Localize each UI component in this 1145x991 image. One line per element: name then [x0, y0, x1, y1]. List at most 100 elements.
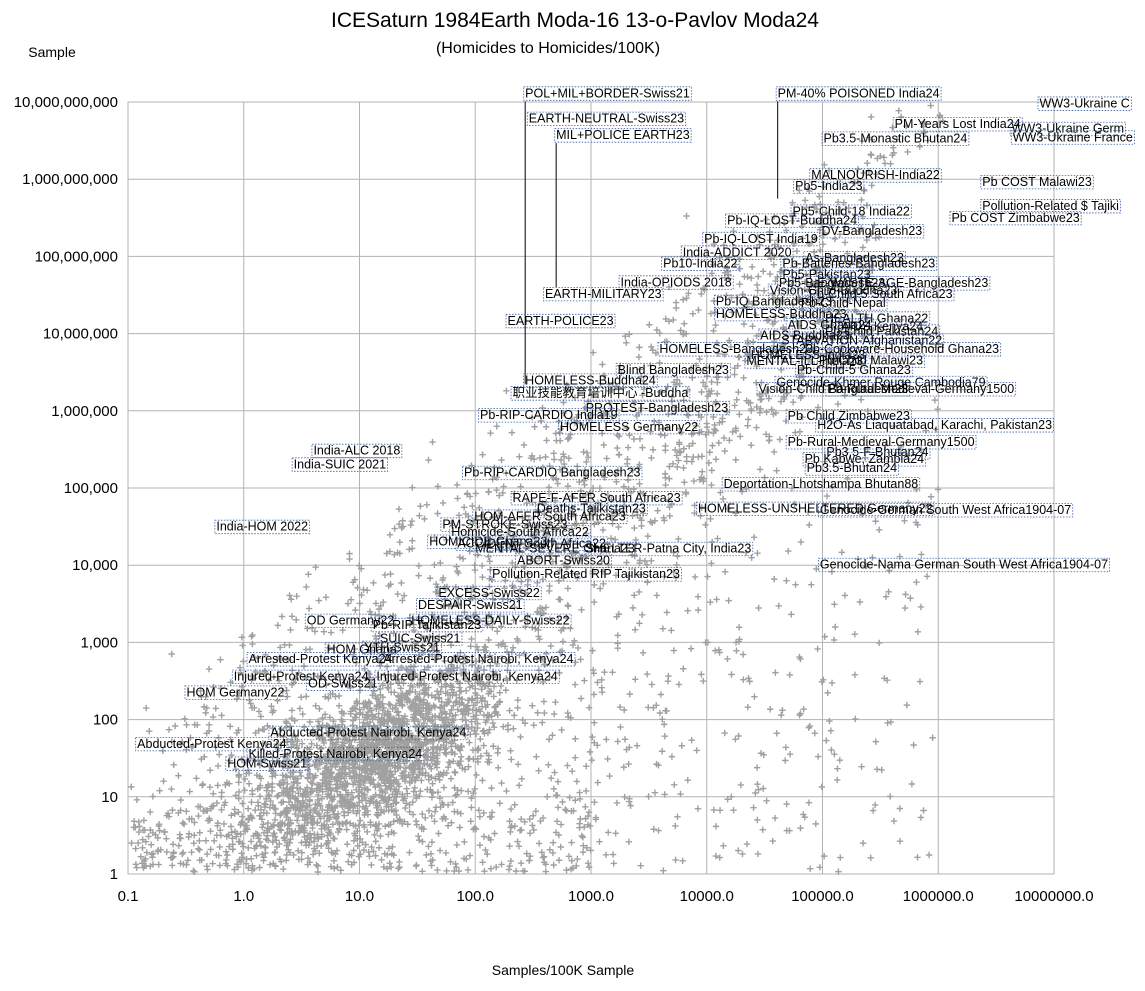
- data-point: [643, 670, 651, 678]
- data-point: [626, 690, 633, 698]
- data-point: [399, 517, 406, 524]
- data-point: [438, 683, 445, 691]
- data-point: [755, 604, 762, 612]
- data-point: [210, 790, 217, 797]
- data-label-text: SHELTER-Patna City, India23: [586, 542, 752, 556]
- data-point: [688, 736, 695, 744]
- data-point: [465, 697, 473, 704]
- data-point: [135, 839, 142, 847]
- data-point: [139, 844, 146, 851]
- data-label-text: Abducted-Protest Nairobi, Kenya24: [270, 726, 466, 740]
- data-point: [651, 789, 659, 796]
- data-label-text: 职业技能教育培训中心 -Buddha: [513, 385, 689, 400]
- data-point: [287, 835, 294, 843]
- data-point: [755, 273, 762, 280]
- data-point: [721, 568, 729, 576]
- data-point: [550, 456, 558, 463]
- data-point: [934, 405, 941, 413]
- data-point: [580, 448, 587, 456]
- data-point: [746, 678, 753, 685]
- data-point: [476, 841, 484, 849]
- data-point: [689, 310, 697, 317]
- data-point: [507, 828, 514, 836]
- data-point: [770, 261, 778, 268]
- data-point: [823, 492, 831, 500]
- data-point: [128, 783, 135, 791]
- data-point: [680, 665, 687, 672]
- data-point: [551, 769, 558, 776]
- data-point: [463, 614, 470, 622]
- data-point: [505, 866, 513, 873]
- data-point: [702, 521, 709, 528]
- data-point: [417, 503, 424, 510]
- data-point: [322, 594, 330, 601]
- data-point: [816, 193, 823, 200]
- data-point: [785, 547, 792, 555]
- data-point: [430, 753, 437, 761]
- data-point: [305, 571, 312, 578]
- data-point: [320, 628, 328, 635]
- data-point: [564, 762, 571, 769]
- data-label: HOM-Swiss21: [225, 756, 310, 771]
- data-point: [264, 819, 272, 827]
- data-point: [887, 160, 894, 167]
- data-point: [479, 777, 486, 784]
- data-point: [472, 490, 480, 497]
- data-point: [637, 862, 644, 869]
- data-point: [744, 422, 751, 429]
- data-point: [341, 775, 348, 782]
- data-point: [596, 838, 603, 845]
- data-point: [680, 464, 687, 472]
- data-labels: POL+MIL+BORDER-Swiss21 PM-40% POISONED In…: [135, 86, 1135, 771]
- data-point: [901, 604, 909, 612]
- data-point: [335, 729, 343, 736]
- data-point: [329, 821, 337, 828]
- data-point: [479, 859, 486, 866]
- data-point: [325, 845, 332, 852]
- data-point: [529, 822, 536, 829]
- y-tick-label: 10: [101, 789, 118, 806]
- data-point: [698, 290, 705, 298]
- data-point: [623, 339, 630, 347]
- plot-frame: [127, 101, 1055, 875]
- data-point: [398, 772, 405, 780]
- data-label-text: WW3-Ukraine France: [1013, 130, 1133, 144]
- data-point: [254, 785, 261, 793]
- data-point: [871, 801, 879, 809]
- data-point: [739, 651, 747, 658]
- data-point: [670, 647, 678, 654]
- data-point: [549, 849, 557, 857]
- data-point: [216, 843, 223, 851]
- data-point: [434, 510, 441, 517]
- y-tick-label: 1,000,000: [51, 403, 118, 420]
- data-point: [876, 639, 883, 647]
- data-point: [721, 447, 729, 455]
- data-point: [415, 572, 422, 579]
- data-point: [393, 811, 400, 819]
- data-point: [507, 747, 514, 754]
- data-point: [490, 743, 497, 750]
- data-label-text: Pb-RIP-CARDIO Bangladesh23: [464, 466, 641, 480]
- data-point: [832, 623, 839, 631]
- data-point: [614, 738, 621, 745]
- data-point: [600, 441, 608, 449]
- data-point: [283, 851, 290, 859]
- data-point: [517, 860, 525, 867]
- data-point: [334, 863, 341, 871]
- data-point: [599, 361, 606, 368]
- data-point: [797, 538, 805, 546]
- data-point: [827, 727, 835, 734]
- data-point: [859, 839, 867, 847]
- data-label-text: DV-Bangladesh23: [821, 224, 922, 238]
- data-point: [183, 808, 190, 815]
- data-point: [790, 399, 797, 406]
- data-point: [683, 453, 690, 460]
- data-point: [735, 388, 742, 396]
- data-label: Arrested-Protest Nairobi, Kenya24: [381, 652, 576, 667]
- data-point: [571, 637, 578, 645]
- data-point: [576, 820, 583, 827]
- data-point: [759, 826, 766, 833]
- data-point: [748, 263, 756, 271]
- data-point: [766, 270, 774, 278]
